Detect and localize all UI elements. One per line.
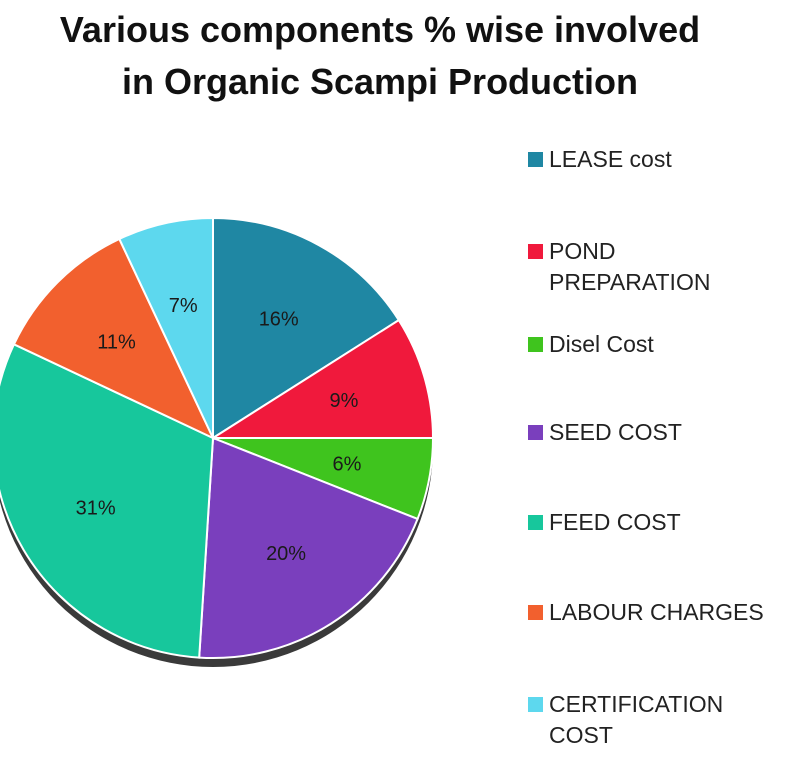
legend-label-line: Disel Cost bbox=[549, 331, 654, 357]
legend-label: FEED COST bbox=[549, 507, 794, 538]
slice-data-label: 7% bbox=[169, 295, 198, 317]
chart-title: Various components % wise involved in Or… bbox=[0, 4, 760, 108]
legend-item: CERTIFICATION COST bbox=[528, 689, 794, 751]
legend-label-line: POND bbox=[549, 238, 616, 264]
legend-label: LABOUR CHARGES bbox=[549, 597, 794, 628]
pie-slice-lease-cost bbox=[212, 216, 401, 440]
legend-item: SEED COST bbox=[528, 417, 794, 448]
legend-label-line: COST bbox=[549, 722, 613, 748]
legend-label-line: SEED COST bbox=[549, 419, 682, 445]
legend-label-line: LEASE cost bbox=[549, 146, 672, 172]
chart-title-line-1: Various components % wise involved bbox=[59, 9, 701, 50]
pie-slice-certification-cost bbox=[117, 216, 214, 439]
legend-label: POND PREPARATION bbox=[549, 236, 794, 298]
legend-item: LABOUR CHARGES bbox=[528, 597, 794, 628]
chart-title-line-2: in Organic Scampi Production bbox=[121, 61, 639, 102]
legend-item: LEASE cost bbox=[528, 144, 794, 175]
legend-item: Disel Cost bbox=[528, 329, 794, 360]
slice-data-label: 9% bbox=[330, 390, 359, 412]
legend-label: SEED COST bbox=[549, 417, 794, 448]
pie-slice-pond-preparation bbox=[209, 318, 435, 439]
legend-swatch bbox=[528, 697, 543, 712]
legend-label: LEASE cost bbox=[549, 144, 794, 175]
legend-swatch bbox=[528, 337, 543, 352]
legend-label-line: PREPARATION bbox=[549, 269, 711, 295]
pie-slice-labour-charges bbox=[12, 237, 216, 441]
pie-slice-feed-cost bbox=[0, 342, 215, 659]
legend-item: FEED COST bbox=[528, 507, 794, 538]
legend-label: Disel Cost bbox=[549, 329, 794, 360]
legend-swatch bbox=[528, 515, 543, 530]
slice-data-label: 20% bbox=[266, 543, 306, 565]
pie-slice-seed-cost bbox=[198, 436, 419, 659]
legend-label-line: LABOUR CHARGES bbox=[549, 599, 764, 625]
legend-item: POND PREPARATION bbox=[528, 236, 794, 298]
legend-label: CERTIFICATION COST bbox=[549, 689, 794, 751]
legend-swatch bbox=[528, 605, 543, 620]
slice-data-label: 6% bbox=[333, 454, 362, 476]
legend-swatch bbox=[528, 152, 543, 167]
slice-data-label: 11% bbox=[97, 332, 136, 354]
slice-data-label: 16% bbox=[259, 308, 299, 330]
legend-swatch bbox=[528, 425, 543, 440]
legend-label-line: CERTIFICATION bbox=[549, 691, 724, 717]
legend-label-line: FEED COST bbox=[549, 509, 681, 535]
legend-swatch bbox=[528, 244, 543, 259]
slice-data-label: 31% bbox=[76, 497, 116, 519]
